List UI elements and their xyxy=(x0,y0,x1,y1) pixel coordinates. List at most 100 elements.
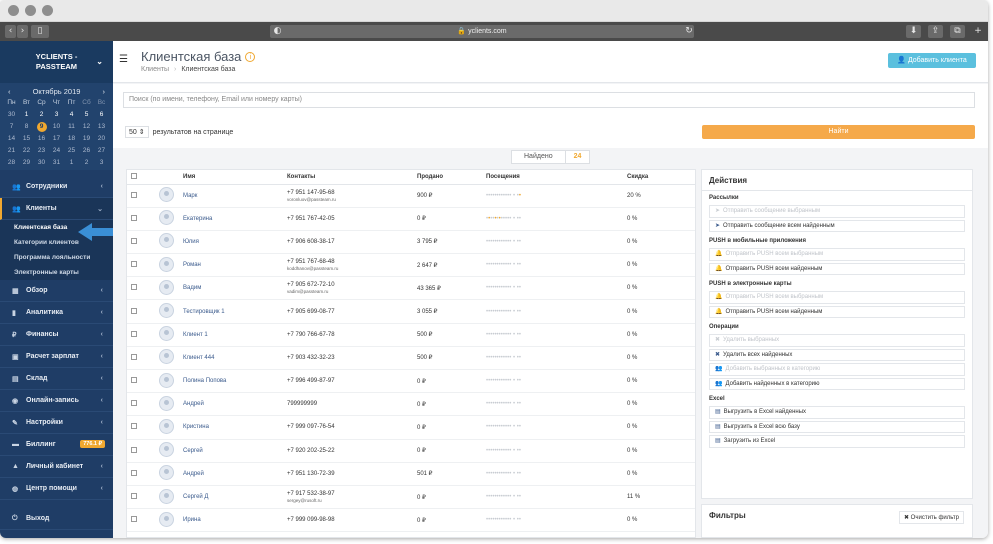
calendar-day[interactable]: 22 xyxy=(22,147,31,154)
calendar-day[interactable]: 26 xyxy=(82,147,91,154)
calendar-day[interactable]: 1 xyxy=(69,159,74,166)
sidebar-item-wrench[interactable]: ✎ Настройки ‹ xyxy=(0,412,113,434)
sidebar-item-chart[interactable]: ▮ Аналитика ‹ xyxy=(0,302,113,324)
table-row[interactable]: Екатерина +7 951 767-42-05 0 ₽ ••••••••••••… xyxy=(127,207,695,231)
table-row[interactable]: Сергей Д +7 917 532-38-97 sergey@rusoft.ru… xyxy=(127,485,695,510)
sidebar-item-help[interactable]: ◍ Центр помощи ‹ xyxy=(0,478,113,500)
submenu-item[interactable]: Категории клиентов xyxy=(14,239,79,246)
client-name[interactable]: Екатерина xyxy=(183,215,213,222)
row-checkbox[interactable] xyxy=(131,284,137,291)
table-row[interactable]: Сергей +7 920 202-25-22 0 ₽ •••••••••••• • … xyxy=(127,439,695,463)
table-row[interactable]: Марк +7 951 147-95-68 voronluov@passteam.r… xyxy=(127,184,695,208)
reload-icon[interactable]: ↻ xyxy=(684,25,694,38)
calendar-day[interactable]: 21 xyxy=(7,147,16,154)
table-row[interactable]: Андрей +7 951 130-72-39 501 ₽ •••••••••••• … xyxy=(127,462,695,486)
per-page-select[interactable]: 50 ⇕ xyxy=(125,126,149,138)
search-input[interactable]: Поиск (по имени, телефону, Email или ном… xyxy=(123,92,975,108)
calendar-day[interactable]: 5 xyxy=(84,111,89,118)
sidebar-item-warehouse[interactable]: ▤ Склад ‹ xyxy=(0,368,113,390)
sidebar-item-globe[interactable]: ◉ Онлайн-запись ‹ xyxy=(0,390,113,412)
share-icon[interactable]: ⇪ xyxy=(928,25,943,38)
calendar-day[interactable]: 20 xyxy=(97,135,106,142)
submenu-item[interactable]: Электронные карты xyxy=(14,269,79,276)
row-checkbox[interactable] xyxy=(131,191,137,198)
table-row[interactable]: Андрей 799999999 0 ₽ •••••••••••• • •• 0 % xyxy=(127,392,695,417)
calendar-day[interactable]: 13 xyxy=(97,123,106,130)
sidebar-item-payroll[interactable]: ▣ Расчет зарплат ‹ xyxy=(0,346,113,368)
prev-month-icon[interactable]: ‹ xyxy=(8,87,11,96)
calendar-day[interactable]: 2 xyxy=(84,159,89,166)
calendar-day[interactable]: 15 xyxy=(22,135,31,142)
client-name[interactable]: Вадим xyxy=(183,285,202,292)
row-checkbox[interactable] xyxy=(131,446,137,453)
row-checkbox[interactable] xyxy=(131,214,137,221)
action-button[interactable]: ▤ Выгрузить в Excel всю базу xyxy=(709,420,965,433)
url-bar[interactable]: 🔒 yclients.com xyxy=(270,25,694,38)
hamburger-menu-icon[interactable]: ☰ xyxy=(119,54,128,65)
column-name[interactable]: Имя xyxy=(183,170,287,185)
calendar-day[interactable]: 1 xyxy=(24,111,29,118)
sidebar-item-grid[interactable]: ▦ Обзор ‹ xyxy=(0,280,113,302)
calendar-day[interactable]: 11 xyxy=(68,123,75,130)
breadcrumb-clients[interactable]: Клиенты xyxy=(141,66,170,73)
calendar-day[interactable]: 16 xyxy=(37,135,46,142)
select-all-checkbox[interactable] xyxy=(131,172,137,179)
action-button[interactable]: 👥 Добавить найденных в категорию xyxy=(709,377,965,390)
sidebar-item-exit[interactable]: ⏻ Выход xyxy=(0,508,113,530)
row-checkbox[interactable] xyxy=(131,423,137,430)
row-checkbox[interactable] xyxy=(131,469,137,476)
column-visits[interactable]: Посещения xyxy=(486,170,627,185)
submenu-item[interactable]: Программа лояльности xyxy=(14,254,91,261)
client-name[interactable]: Кристина xyxy=(183,424,209,431)
calendar-day[interactable]: 18 xyxy=(67,135,76,142)
calendar-day[interactable]: 2 xyxy=(39,111,44,118)
action-button[interactable]: ✖ Удалить всех найденных xyxy=(709,348,965,361)
table-row[interactable]: Кристина +7 999 097-76-54 0 ₽ •••••••••••• … xyxy=(127,415,695,440)
client-name[interactable]: Юлия xyxy=(183,238,199,245)
client-name[interactable]: Клиент 1 xyxy=(183,331,208,338)
client-name[interactable]: Клиент 444 xyxy=(183,354,215,361)
new-tab-icon[interactable]: + xyxy=(974,26,982,36)
table-row[interactable]: Полина Попова +7 996 499-87-97 0 ₽ ••••••••… xyxy=(127,369,695,394)
sidebar-item-user[interactable]: ▲ Личный кабинет ‹ xyxy=(0,456,113,478)
action-button[interactable]: 🔔 Отправить PUSH всем найденным xyxy=(709,305,965,318)
client-name[interactable]: Полина Попова xyxy=(183,378,227,385)
clear-filter-button[interactable]: ✖ Очистить фильтр xyxy=(898,511,964,524)
table-row[interactable]: Юлия +7 906 608-38-17 3 795 ₽ •••••••••••• … xyxy=(127,230,695,255)
calendar-day[interactable]: 28 xyxy=(7,159,16,166)
client-name[interactable]: Роман xyxy=(183,262,201,269)
column-discount[interactable]: Скидка xyxy=(627,170,695,185)
table-row[interactable]: Тестировщик 1 +7 905 699-08-77 3 055 ₽ ••••… xyxy=(127,299,695,324)
tabs-icon[interactable]: ⧉ xyxy=(950,25,965,38)
calendar-day[interactable]: 10 xyxy=(52,123,61,130)
sidebar-toggle-icon[interactable]: ▯ xyxy=(31,25,49,38)
action-button[interactable]: 🔔 Отправить PUSH всем найденным xyxy=(709,262,965,275)
action-button[interactable]: ➤ Отправить сообщение всем найденным xyxy=(709,219,965,232)
row-checkbox[interactable] xyxy=(131,353,137,360)
row-checkbox[interactable] xyxy=(131,261,137,268)
table-row[interactable]: Ирина +7 999 099-98-98 0 ₽ •••••••••••• • •… xyxy=(127,508,695,533)
table-row[interactable]: Клиент 1 +7 790 766-67-78 500 ₽ •••••••••••… xyxy=(127,323,695,347)
row-checkbox[interactable] xyxy=(131,400,137,407)
calendar-day[interactable]: 19 xyxy=(82,135,91,142)
calendar-day[interactable]: 24 xyxy=(52,147,61,154)
calendar-day[interactable]: 8 xyxy=(24,123,29,130)
calendar-day[interactable]: 29 xyxy=(22,159,31,166)
calendar-day[interactable]: 25 xyxy=(67,147,76,154)
calendar-day[interactable]: 3 xyxy=(99,159,104,166)
table-row[interactable]: Вадим +7 905 672-72-10 vadim@passteam.ru 43… xyxy=(127,276,695,301)
client-name[interactable]: Сергей Д xyxy=(183,494,209,501)
brand-switcher[interactable]: YCLIENTS - PASSTEAM ⌄ xyxy=(0,41,113,83)
calendar-day[interactable]: 30 xyxy=(7,111,16,118)
zoom-window-icon[interactable] xyxy=(42,5,53,16)
client-name[interactable]: Андрей xyxy=(183,470,204,477)
row-checkbox[interactable] xyxy=(131,377,137,384)
calendar-day[interactable]: 27 xyxy=(97,147,106,154)
find-button[interactable]: Найти xyxy=(702,125,975,139)
column-sold[interactable]: Продано xyxy=(417,170,486,185)
add-client-button[interactable]: 👤 Добавить клиента xyxy=(888,53,976,68)
download-icon[interactable]: ⬇ xyxy=(906,25,921,38)
sidebar-item-users[interactable]: 👥 Сотрудники ‹ xyxy=(0,176,113,198)
client-name[interactable]: Андрей xyxy=(183,401,204,408)
forward-icon[interactable]: › xyxy=(17,25,28,38)
